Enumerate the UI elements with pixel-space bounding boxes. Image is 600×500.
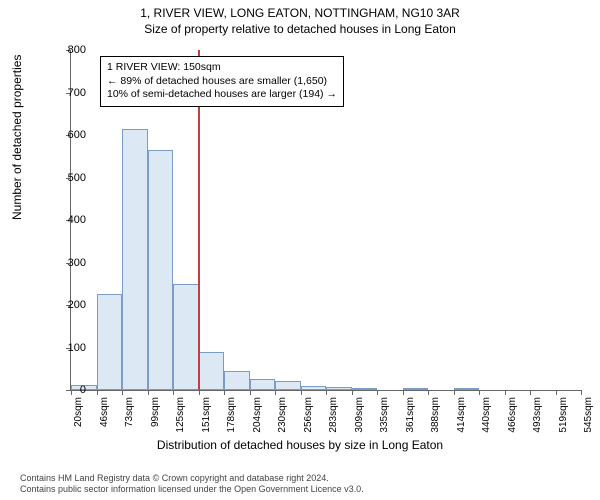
y-tick-label: 100 [46,342,86,354]
x-tick-mark [581,390,582,395]
histogram-bar [454,388,480,390]
y-tick-label: 800 [46,44,86,56]
annotation-line1: 1 RIVER VIEW: 150sqm [107,61,337,75]
y-tick-label: 300 [46,257,86,269]
x-tick-mark [97,390,98,395]
x-tick-label: 125sqm [175,397,186,433]
y-tick-label: 200 [46,299,86,311]
x-tick-label: 414sqm [456,397,467,433]
x-tick-label: 99sqm [150,397,161,427]
x-tick-mark [479,390,480,395]
y-tick-label: 400 [46,214,86,226]
histogram-bar [250,379,276,390]
x-tick-mark [122,390,123,395]
x-tick-label: 309sqm [354,397,365,433]
y-tick-label: 0 [46,384,86,396]
histogram-bar [97,294,123,390]
x-tick-label: 361sqm [405,397,416,433]
x-tick-mark [199,390,200,395]
x-tick-mark [148,390,149,395]
histogram-bar [173,284,199,390]
x-tick-mark [377,390,378,395]
y-axis-label: Number of detached properties [10,55,24,220]
x-tick-label: 20sqm [73,397,84,427]
x-tick-label: 440sqm [481,397,492,433]
x-tick-label: 466sqm [507,397,518,433]
x-tick-label: 335sqm [379,397,390,433]
x-tick-mark [352,390,353,395]
x-tick-label: 256sqm [303,397,314,433]
annotation-line3: 10% of semi-detached houses are larger (… [107,88,337,102]
histogram-bar [352,388,378,390]
histogram-bar [326,387,352,390]
x-tick-label: 519sqm [558,397,569,433]
x-tick-mark [428,390,429,395]
x-tick-label: 388sqm [430,397,441,433]
y-tick-label: 700 [46,87,86,99]
x-axis-label: Distribution of detached houses by size … [0,438,600,452]
histogram-bar [275,381,301,390]
footer-line1: Contains HM Land Registry data © Crown c… [20,473,364,485]
y-tick-label: 600 [46,129,86,141]
histogram-bar [403,388,429,390]
x-tick-mark [275,390,276,395]
footer-line2: Contains public sector information licen… [20,484,364,496]
histogram-bar [301,386,327,390]
x-tick-mark [301,390,302,395]
x-tick-mark [505,390,506,395]
y-tick-label: 500 [46,172,86,184]
x-tick-label: 46sqm [99,397,110,427]
x-tick-label: 73sqm [124,397,135,427]
footer-attribution: Contains HM Land Registry data © Crown c… [20,473,364,496]
chart-title-line1: 1, RIVER VIEW, LONG EATON, NOTTINGHAM, N… [0,0,600,20]
x-tick-label: 204sqm [252,397,263,433]
x-tick-mark [530,390,531,395]
x-tick-label: 230sqm [277,397,288,433]
histogram-bar [199,352,225,390]
x-tick-label: 178sqm [226,397,237,433]
x-tick-label: 151sqm [201,397,212,433]
chart-container: 1, RIVER VIEW, LONG EATON, NOTTINGHAM, N… [0,0,600,500]
x-tick-label: 493sqm [532,397,543,433]
x-tick-mark [173,390,174,395]
x-tick-mark [556,390,557,395]
histogram-bar [148,150,174,390]
annotation-line2: ← 89% of detached houses are smaller (1,… [107,75,337,89]
x-tick-mark [250,390,251,395]
x-tick-label: 283sqm [328,397,339,433]
annotation-box: 1 RIVER VIEW: 150sqm ← 89% of detached h… [100,56,344,107]
x-tick-mark [454,390,455,395]
histogram-bar [224,371,250,390]
histogram-bar [122,129,148,390]
x-tick-mark [224,390,225,395]
x-tick-mark [326,390,327,395]
chart-title-line2: Size of property relative to detached ho… [0,20,600,36]
x-tick-mark [403,390,404,395]
x-tick-label: 545sqm [583,397,594,433]
